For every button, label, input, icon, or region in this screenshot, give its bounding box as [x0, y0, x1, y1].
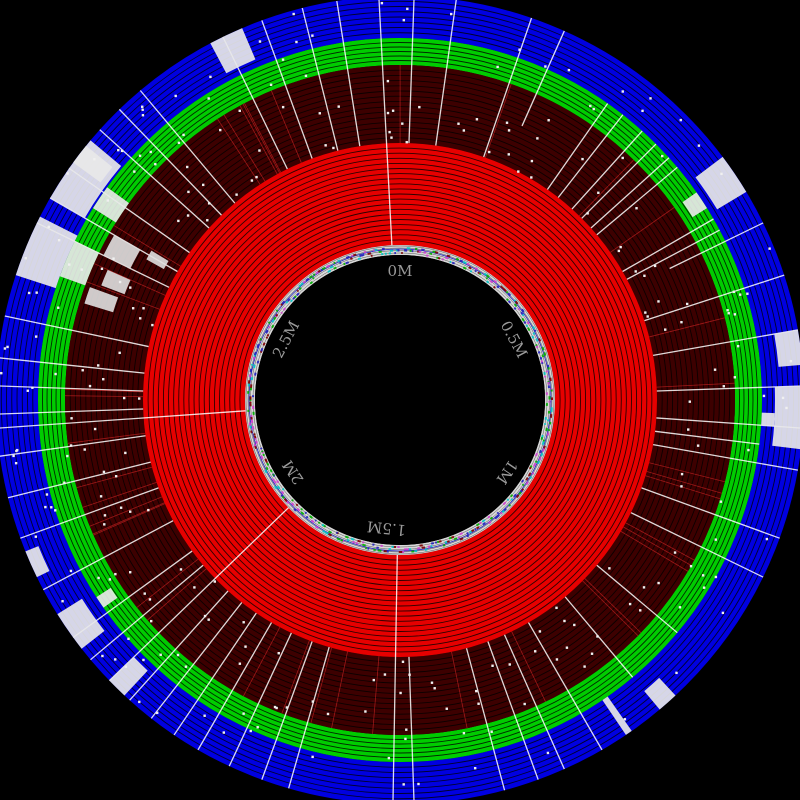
backbone-ring [245, 245, 555, 555]
tick-label-0m: 0M [388, 262, 413, 280]
tick-label-1-5m: 1.5M [366, 517, 407, 539]
center-hole [255, 255, 545, 545]
